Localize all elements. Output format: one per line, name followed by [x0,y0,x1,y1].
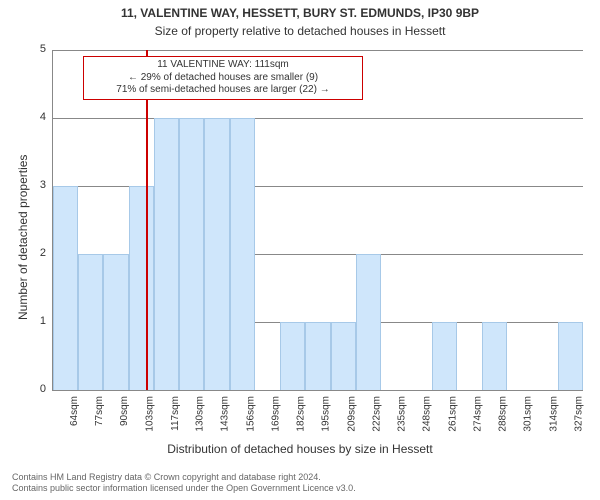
xtick-label: 90sqm [119,396,130,426]
xtick-label: 261sqm [447,396,458,432]
ytick-label: 3 [26,179,46,191]
histogram-bar [179,118,204,390]
xtick-label: 209sqm [346,396,357,432]
histogram-bar [280,322,305,390]
plot-area: 11 VALENTINE WAY: 111sqm← 29% of detache… [52,50,583,391]
xtick-label: 156sqm [245,396,256,432]
histogram-bar [53,186,78,390]
footer-line-1: Contains HM Land Registry data © Crown c… [12,472,356,483]
histogram-bar [331,322,356,390]
xtick-label: 235sqm [397,396,408,432]
x-axis-label: Distribution of detached houses by size … [0,442,600,456]
histogram-bar [129,186,154,390]
histogram-bar [78,254,103,390]
page-subtitle: Size of property relative to detached ho… [0,24,600,38]
chart-container: 11, VALENTINE WAY, HESSETT, BURY ST. EDM… [0,0,600,500]
ytick-label: 1 [26,315,46,327]
ytick-label: 2 [26,247,46,259]
xtick-label: 274sqm [472,396,483,432]
xtick-label: 314sqm [548,396,559,432]
ytick-label: 0 [26,383,46,395]
xtick-label: 222sqm [371,396,382,432]
histogram-bar [204,118,229,390]
xtick-label: 182sqm [296,396,307,432]
xtick-label: 327sqm [573,396,584,432]
annotation-line: 11 VALENTINE WAY: 111sqm [88,59,358,72]
xtick-label: 248sqm [422,396,433,432]
histogram-bar [103,254,128,390]
xtick-label: 64sqm [69,396,80,426]
gridline [53,118,583,119]
ytick-label: 5 [26,43,46,55]
histogram-bar [482,322,507,390]
footer-line-2: Contains public sector information licen… [12,483,356,494]
histogram-bar [154,118,179,390]
histogram-bar [356,254,381,390]
footer-attribution: Contains HM Land Registry data © Crown c… [12,472,356,495]
page-title: 11, VALENTINE WAY, HESSETT, BURY ST. EDM… [0,6,600,20]
xtick-label: 143sqm [220,396,231,432]
histogram-bar [305,322,330,390]
xtick-label: 301sqm [523,396,534,432]
xtick-label: 169sqm [271,396,282,432]
property-annotation: 11 VALENTINE WAY: 111sqm← 29% of detache… [83,56,363,100]
ytick-label: 4 [26,111,46,123]
annotation-line: ← 29% of detached houses are smaller (9) [88,72,358,85]
annotation-line: 71% of semi-detached houses are larger (… [88,84,358,97]
xtick-label: 195sqm [321,396,332,432]
gridline [53,50,583,51]
histogram-bar [558,322,583,390]
property-marker-line [146,50,148,390]
xtick-label: 103sqm [144,396,155,432]
histogram-bar [432,322,457,390]
xtick-label: 77sqm [94,396,105,426]
xtick-label: 288sqm [498,396,509,432]
xtick-label: 117sqm [170,396,181,431]
xtick-label: 130sqm [195,396,206,432]
histogram-bar [230,118,255,390]
